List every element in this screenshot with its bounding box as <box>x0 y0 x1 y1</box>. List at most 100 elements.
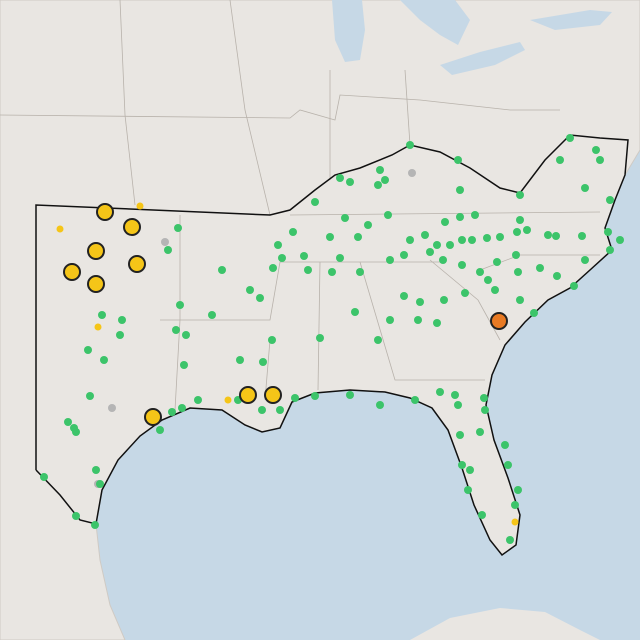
green-marker[interactable] <box>606 246 614 254</box>
yellow-marker[interactable] <box>96 203 114 221</box>
green-marker[interactable] <box>291 394 299 402</box>
green-marker[interactable] <box>406 236 414 244</box>
green-marker[interactable] <box>504 461 512 469</box>
green-marker[interactable] <box>374 336 382 344</box>
green-marker[interactable] <box>514 486 522 494</box>
green-marker[interactable] <box>311 392 319 400</box>
yellow-marker[interactable] <box>123 218 141 236</box>
green-marker[interactable] <box>268 336 276 344</box>
green-marker[interactable] <box>116 331 124 339</box>
green-marker[interactable] <box>606 196 614 204</box>
green-marker[interactable] <box>346 178 354 186</box>
green-marker[interactable] <box>96 480 104 488</box>
green-marker[interactable] <box>458 236 466 244</box>
green-marker[interactable] <box>616 236 624 244</box>
green-marker[interactable] <box>218 266 226 274</box>
green-marker[interactable] <box>341 214 349 222</box>
small-yellow-marker[interactable] <box>136 202 144 210</box>
green-marker[interactable] <box>458 261 466 269</box>
green-marker[interactable] <box>172 326 180 334</box>
green-marker[interactable] <box>176 301 184 309</box>
green-marker[interactable] <box>439 256 447 264</box>
green-marker[interactable] <box>511 501 519 509</box>
green-marker[interactable] <box>304 266 312 274</box>
yellow-marker[interactable] <box>63 263 81 281</box>
green-marker[interactable] <box>278 254 286 262</box>
green-marker[interactable] <box>523 226 531 234</box>
green-marker[interactable] <box>476 428 484 436</box>
green-marker[interactable] <box>400 251 408 259</box>
green-marker[interactable] <box>581 184 589 192</box>
green-marker[interactable] <box>466 466 474 474</box>
gray-marker[interactable] <box>408 169 416 177</box>
yellow-marker[interactable] <box>128 255 146 273</box>
green-marker[interactable] <box>384 211 392 219</box>
green-marker[interactable] <box>98 311 106 319</box>
green-marker[interactable] <box>433 319 441 327</box>
green-marker[interactable] <box>516 296 524 304</box>
yellow-marker[interactable] <box>239 386 257 404</box>
green-marker[interactable] <box>481 406 489 414</box>
green-marker[interactable] <box>168 408 176 416</box>
green-marker[interactable] <box>544 231 552 239</box>
green-marker[interactable] <box>451 391 459 399</box>
green-marker[interactable] <box>178 404 186 412</box>
green-marker[interactable] <box>491 286 499 294</box>
green-marker[interactable] <box>346 391 354 399</box>
green-marker[interactable] <box>496 233 504 241</box>
green-marker[interactable] <box>416 298 424 306</box>
green-marker[interactable] <box>354 233 362 241</box>
green-marker[interactable] <box>311 198 319 206</box>
green-marker[interactable] <box>100 356 108 364</box>
green-marker[interactable] <box>236 356 244 364</box>
green-marker[interactable] <box>386 256 394 264</box>
green-marker[interactable] <box>556 156 564 164</box>
green-marker[interactable] <box>336 254 344 262</box>
yellow-marker[interactable] <box>264 386 282 404</box>
green-marker[interactable] <box>64 418 72 426</box>
green-marker[interactable] <box>530 309 538 317</box>
green-marker[interactable] <box>156 426 164 434</box>
green-marker[interactable] <box>259 358 267 366</box>
green-marker[interactable] <box>72 512 80 520</box>
green-marker[interactable] <box>581 256 589 264</box>
green-marker[interactable] <box>553 272 561 280</box>
green-marker[interactable] <box>436 388 444 396</box>
green-marker[interactable] <box>276 406 284 414</box>
green-marker[interactable] <box>376 166 384 174</box>
green-marker[interactable] <box>426 248 434 256</box>
green-marker[interactable] <box>182 331 190 339</box>
green-marker[interactable] <box>441 218 449 226</box>
green-marker[interactable] <box>483 234 491 242</box>
green-marker[interactable] <box>464 486 472 494</box>
green-marker[interactable] <box>458 461 466 469</box>
gray-marker[interactable] <box>108 404 116 412</box>
green-marker[interactable] <box>516 216 524 224</box>
small-yellow-marker[interactable] <box>511 518 519 526</box>
green-marker[interactable] <box>512 251 520 259</box>
yellow-marker[interactable] <box>144 408 162 426</box>
green-marker[interactable] <box>506 536 514 544</box>
green-marker[interactable] <box>454 401 462 409</box>
green-marker[interactable] <box>471 211 479 219</box>
green-marker[interactable] <box>269 264 277 272</box>
green-marker[interactable] <box>478 511 486 519</box>
green-marker[interactable] <box>400 292 408 300</box>
green-marker[interactable] <box>316 334 324 342</box>
green-marker[interactable] <box>461 289 469 297</box>
green-marker[interactable] <box>456 213 464 221</box>
green-marker[interactable] <box>493 258 501 266</box>
green-marker[interactable] <box>274 241 282 249</box>
green-marker[interactable] <box>376 401 384 409</box>
green-marker[interactable] <box>258 406 266 414</box>
small-yellow-marker[interactable] <box>56 225 64 233</box>
green-marker[interactable] <box>72 428 80 436</box>
green-marker[interactable] <box>516 191 524 199</box>
green-marker[interactable] <box>570 282 578 290</box>
green-marker[interactable] <box>84 346 92 354</box>
green-marker[interactable] <box>351 308 359 316</box>
green-marker[interactable] <box>208 311 216 319</box>
green-marker[interactable] <box>364 221 372 229</box>
gray-marker[interactable] <box>161 238 169 246</box>
green-marker[interactable] <box>476 268 484 276</box>
